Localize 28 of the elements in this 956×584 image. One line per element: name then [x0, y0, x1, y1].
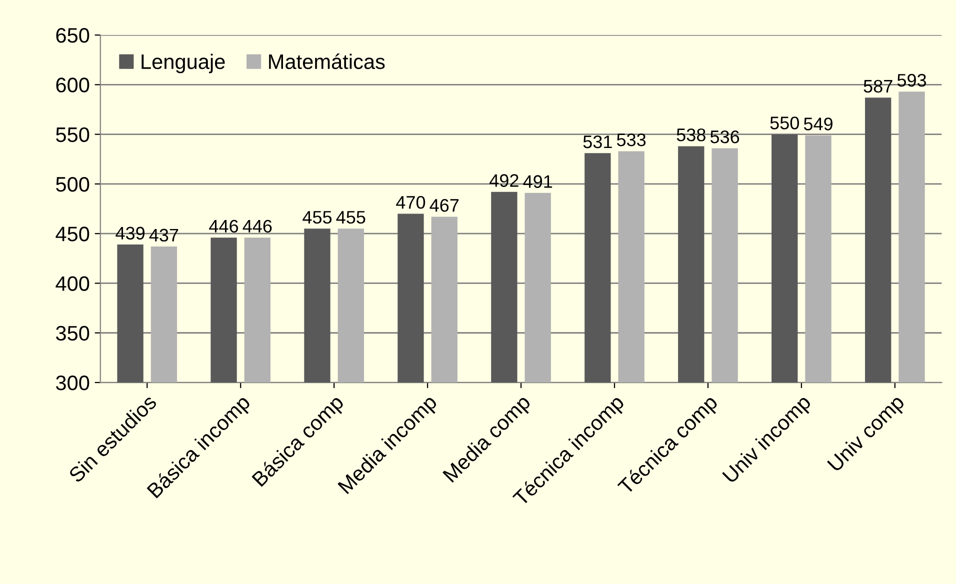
legend-label: Matemáticas [269, 54, 385, 70]
data-label: 533 [616, 133, 646, 146]
data-label: 467 [430, 198, 459, 212]
y-tick-label: 400 [56, 276, 90, 291]
y-tick-label: 550 [56, 127, 90, 142]
y-tick-label: 450 [56, 226, 90, 242]
data-label: 536 [710, 130, 740, 144]
data-label: 550 [770, 116, 799, 130]
y-tick-label: 300 [56, 376, 90, 390]
data-label: 531 [583, 135, 612, 148]
y-tick-label: 350 [56, 326, 90, 341]
y-tick-label: 600 [56, 78, 90, 92]
y-tick-label: 650 [56, 28, 90, 43]
y-tick-label: 500 [56, 176, 90, 192]
data-label: 439 [116, 226, 144, 240]
data-label: 491 [523, 175, 552, 188]
data-label: 455 [336, 211, 366, 224]
data-label: 446 [209, 220, 238, 233]
data-label: 455 [302, 211, 332, 224]
data-label: 549 [804, 118, 832, 130]
legend-label: Lenguaje [142, 54, 225, 74]
data-label: 492 [490, 174, 518, 187]
data-label: 437 [149, 228, 178, 242]
data-label: 587 [864, 80, 892, 93]
data-label: 538 [676, 128, 706, 142]
data-label: 446 [242, 220, 272, 233]
data-label: 593 [897, 74, 926, 87]
data-label: 470 [396, 196, 426, 209]
